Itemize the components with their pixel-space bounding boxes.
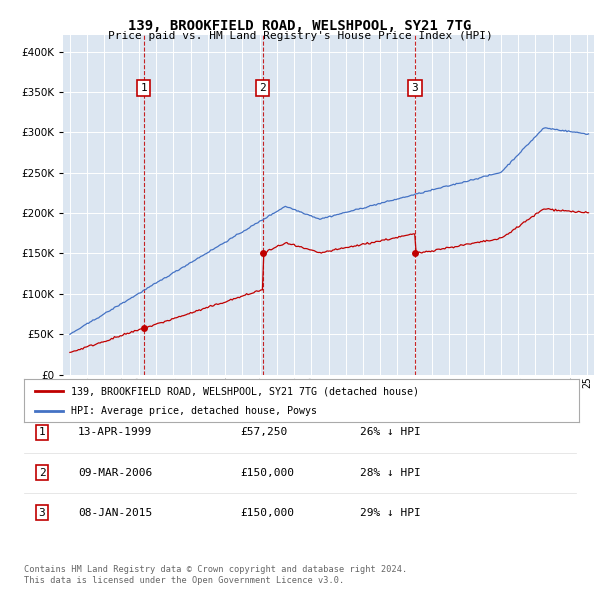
Text: 13-APR-1999: 13-APR-1999	[78, 428, 152, 437]
Text: Price paid vs. HM Land Registry's House Price Index (HPI): Price paid vs. HM Land Registry's House …	[107, 31, 493, 41]
Text: 29% ↓ HPI: 29% ↓ HPI	[360, 508, 421, 517]
Text: 139, BROOKFIELD ROAD, WELSHPOOL, SY21 7TG (detached house): 139, BROOKFIELD ROAD, WELSHPOOL, SY21 7T…	[71, 386, 419, 396]
Text: 139, BROOKFIELD ROAD, WELSHPOOL, SY21 7TG: 139, BROOKFIELD ROAD, WELSHPOOL, SY21 7T…	[128, 19, 472, 33]
Text: £57,250: £57,250	[240, 428, 287, 437]
Text: This data is licensed under the Open Government Licence v3.0.: This data is licensed under the Open Gov…	[24, 576, 344, 585]
Text: 08-JAN-2015: 08-JAN-2015	[78, 508, 152, 517]
Text: £150,000: £150,000	[240, 508, 294, 517]
Text: 2: 2	[38, 468, 46, 477]
Text: 09-MAR-2006: 09-MAR-2006	[78, 468, 152, 477]
Text: 1: 1	[140, 83, 147, 93]
Text: 3: 3	[412, 83, 418, 93]
Text: HPI: Average price, detached house, Powys: HPI: Average price, detached house, Powy…	[71, 407, 317, 416]
Text: 1: 1	[38, 428, 46, 437]
Text: Contains HM Land Registry data © Crown copyright and database right 2024.: Contains HM Land Registry data © Crown c…	[24, 565, 407, 574]
Text: £150,000: £150,000	[240, 468, 294, 477]
Text: 26% ↓ HPI: 26% ↓ HPI	[360, 428, 421, 437]
Text: 3: 3	[38, 508, 46, 517]
Text: 28% ↓ HPI: 28% ↓ HPI	[360, 468, 421, 477]
Text: 2: 2	[259, 83, 266, 93]
